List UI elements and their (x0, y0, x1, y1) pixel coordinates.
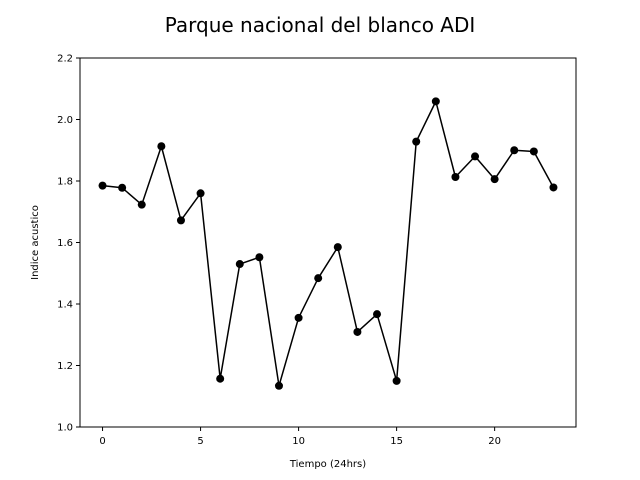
y-tick-label: 2.0 (57, 115, 73, 126)
series-line (102, 100, 555, 387)
data-point (549, 183, 558, 192)
plot-frame (79, 57, 577, 428)
chart-title: Parque nacional del blanco ADI (165, 13, 476, 37)
data-point (98, 181, 107, 190)
x-tick-label: 0 (99, 436, 105, 447)
data-point (137, 200, 146, 209)
data-point (216, 374, 225, 383)
data-point (431, 97, 440, 106)
data-point (235, 260, 244, 269)
data-point (490, 175, 499, 184)
data-point (373, 310, 382, 319)
data-point (294, 313, 303, 322)
data-point (274, 381, 283, 390)
x-tick-label: 10 (292, 436, 305, 447)
y-tick-label: 1.8 (57, 177, 73, 188)
data-point (314, 274, 323, 283)
data-point (392, 376, 401, 385)
y-tick-label: 1.0 (57, 423, 73, 434)
data-point (412, 137, 421, 146)
y-tick-label: 2.2 (57, 54, 73, 65)
data-point (471, 152, 480, 161)
data-point (255, 253, 264, 262)
y-tick-label: 1.4 (57, 300, 73, 311)
data-point (510, 146, 519, 155)
data-point (157, 142, 166, 151)
data-point (333, 243, 342, 252)
x-axis-label: Tiempo (24hrs) (289, 459, 366, 470)
x-tick-label: 20 (488, 436, 501, 447)
x-tick-label: 5 (197, 436, 203, 447)
x-tick-label: 15 (390, 436, 403, 447)
plot-area: 0 5 10 15 20 1.0 1.2 1.4 1.6 1.8 2.0 2.2 (57, 54, 558, 447)
data-point (176, 216, 185, 225)
data-point (353, 327, 362, 336)
data-point (451, 173, 460, 182)
data-point (529, 147, 538, 156)
data-point (118, 183, 127, 192)
y-tick-label: 1.2 (57, 361, 73, 372)
data-point (196, 189, 205, 198)
y-axis-label: Indice acustico (30, 205, 41, 280)
y-tick-label: 1.6 (57, 238, 73, 249)
